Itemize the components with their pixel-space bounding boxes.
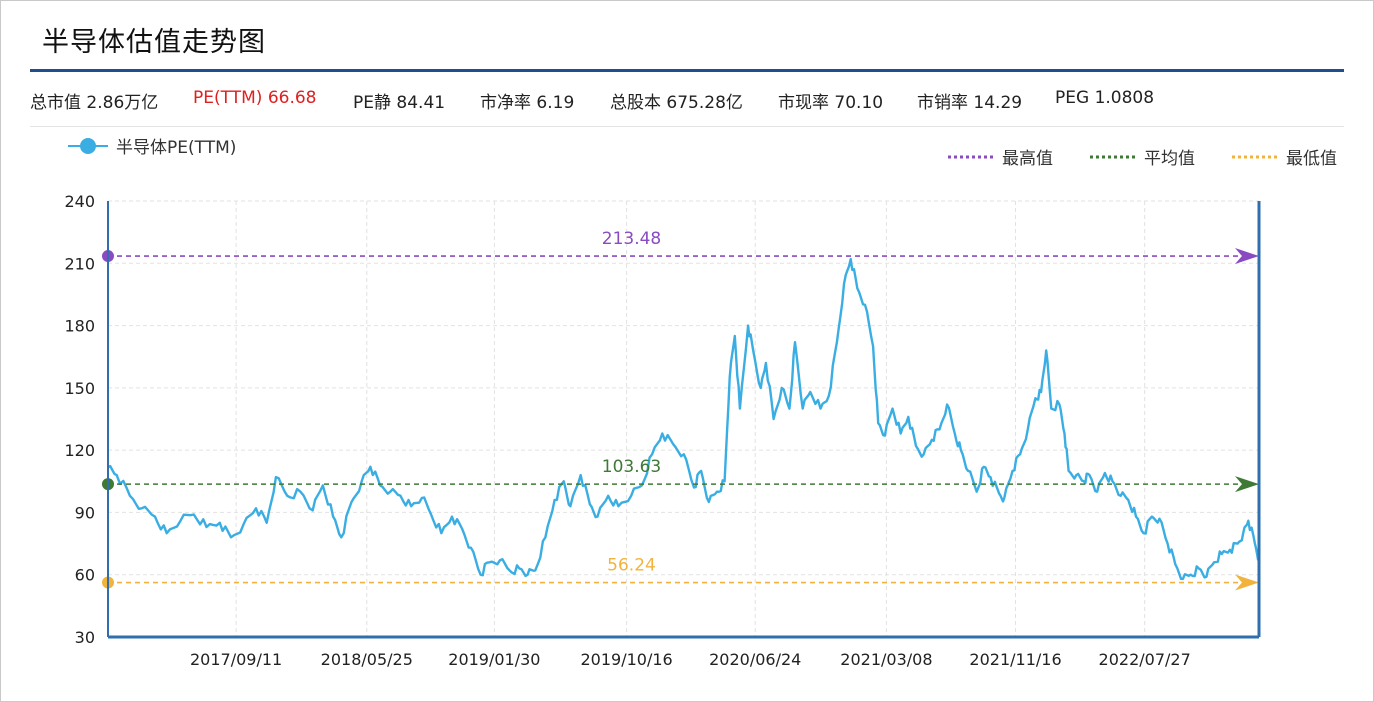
y-axis-ticks: 30 60 90 120 150 180 210 240 bbox=[64, 192, 95, 647]
x-tick-label: 2017/09/11 bbox=[190, 650, 282, 669]
stat-pb: 市净率 6.19 bbox=[480, 93, 575, 113]
y-tick-label: 30 bbox=[75, 628, 95, 647]
legend-min-label: 最低值 bbox=[1286, 149, 1337, 169]
series-layer bbox=[107, 257, 1260, 581]
y-tick-label: 150 bbox=[64, 379, 95, 398]
stats-divider bbox=[30, 126, 1344, 127]
ref-value-label-min: 56.24 bbox=[607, 556, 656, 576]
legend-avg-marker bbox=[1090, 155, 1138, 158]
title-divider bbox=[30, 69, 1344, 72]
legend-series[interactable]: 半导体PE(TTM) bbox=[68, 133, 236, 158]
page-title: 半导体估值走势图 bbox=[42, 27, 266, 58]
series-line-pe-ttm bbox=[107, 257, 1260, 581]
stat-ps: 市销率 14.29 bbox=[917, 93, 1023, 113]
legend-max-marker bbox=[948, 155, 996, 158]
stat-peg: PEG 1.0808 bbox=[1055, 88, 1155, 108]
legend-avg[interactable]: 平均值 bbox=[1090, 144, 1195, 169]
y-tick-label: 120 bbox=[64, 441, 95, 460]
legend-avg-label: 平均值 bbox=[1144, 149, 1195, 169]
ref-arrow-max bbox=[1235, 248, 1259, 265]
reference-lines: 213.48 103.63 56.24 bbox=[102, 229, 1259, 591]
legend-series-marker bbox=[68, 137, 108, 154]
legend-max-label: 最高值 bbox=[1002, 149, 1053, 169]
y-tick-label: 240 bbox=[64, 192, 95, 211]
legend-max[interactable]: 最高值 bbox=[948, 144, 1053, 169]
y-tick-label: 180 bbox=[64, 317, 95, 336]
stat-pcf: 市现率 70.10 bbox=[778, 93, 884, 113]
grid-lines bbox=[108, 200, 1259, 637]
x-tick-label: 2020/06/24 bbox=[709, 650, 801, 669]
ref-value-label-avg: 103.63 bbox=[602, 457, 661, 477]
axes bbox=[107, 201, 1261, 639]
x-tick-label: 2019/10/16 bbox=[580, 650, 672, 669]
stat-pe-ttm: PE(TTM) 66.68 bbox=[193, 88, 317, 108]
stat-total-market-cap: 总市值 2.86万亿 bbox=[30, 93, 159, 113]
ref-arrow-min bbox=[1235, 574, 1259, 591]
y-tick-label: 90 bbox=[75, 503, 95, 522]
stat-pe-static: PE静 84.41 bbox=[353, 93, 446, 113]
x-axis-ticks: 2017/09/11 2018/05/25 2019/01/30 2019/10/16… bbox=[190, 650, 1191, 669]
legend-series-label: 半导体PE(TTM) bbox=[116, 138, 237, 158]
x-tick-label: 2021/03/08 bbox=[840, 650, 932, 669]
x-tick-label: 2022/07/27 bbox=[1099, 650, 1191, 669]
x-tick-label: 2021/11/16 bbox=[969, 650, 1061, 669]
x-tick-label: 2019/01/30 bbox=[448, 650, 540, 669]
stat-total-shares: 总股本 675.28亿 bbox=[610, 93, 743, 113]
x-tick-label: 2018/05/25 bbox=[321, 650, 413, 669]
legend-min[interactable]: 最低值 bbox=[1232, 144, 1337, 169]
ref-value-label-max: 213.48 bbox=[602, 229, 661, 249]
legend-min-marker bbox=[1232, 155, 1280, 158]
ref-arrow-avg bbox=[1235, 476, 1259, 493]
y-tick-label: 60 bbox=[75, 566, 95, 585]
y-tick-label: 210 bbox=[64, 254, 95, 273]
